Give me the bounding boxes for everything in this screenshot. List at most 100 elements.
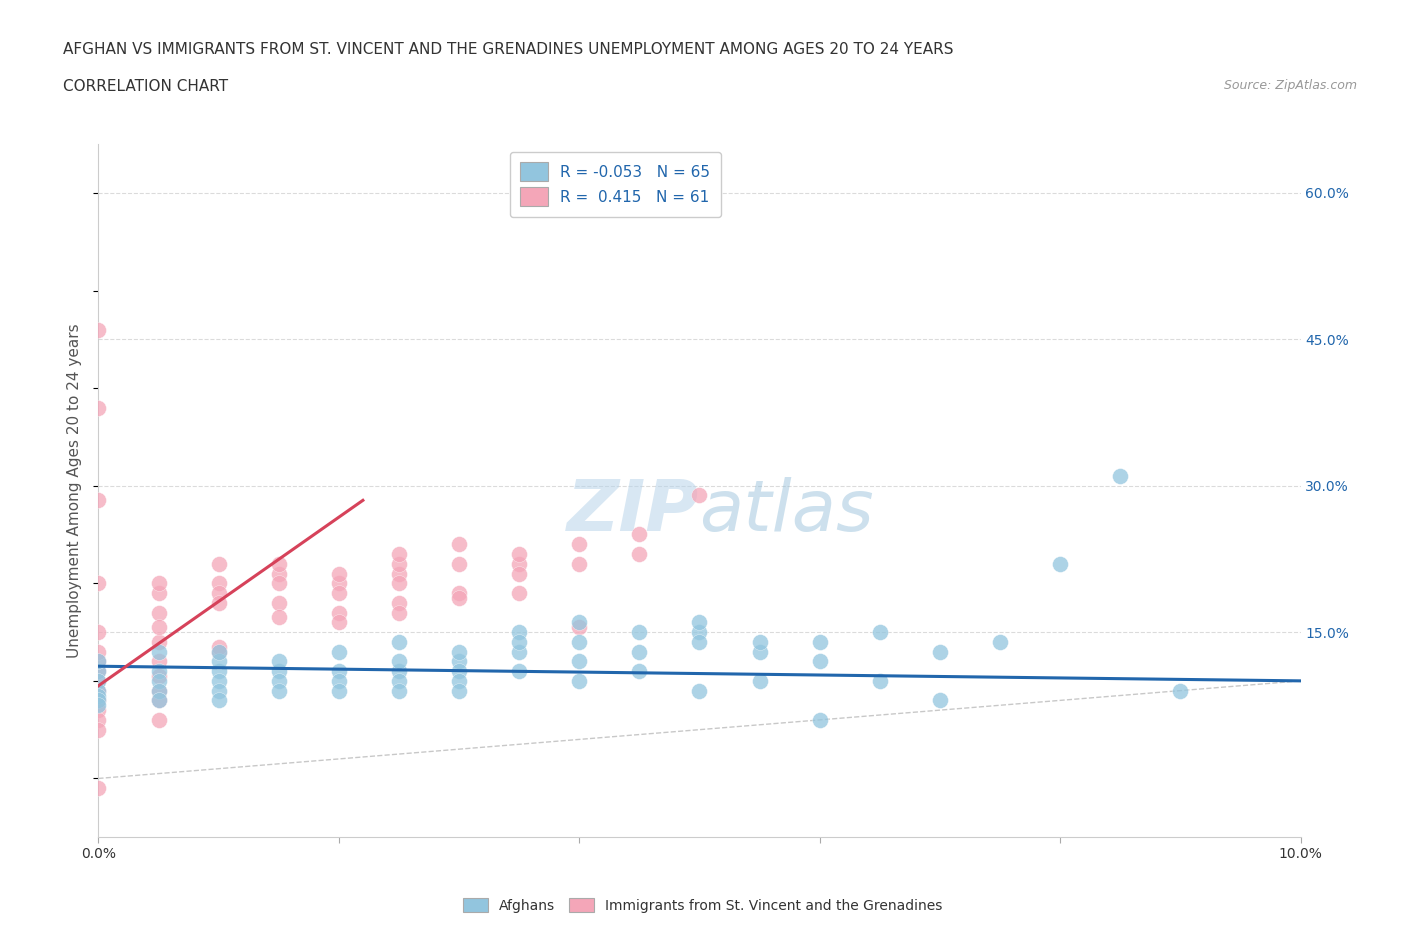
Point: [447, 644, 470, 659]
Point: [87, 693, 110, 708]
Point: [568, 615, 591, 630]
Point: [148, 634, 170, 649]
Point: [87, 684, 110, 698]
Point: [689, 634, 711, 649]
Point: [568, 537, 591, 551]
Point: [508, 664, 530, 679]
Point: [148, 576, 170, 591]
Point: [1109, 469, 1132, 484]
Point: [689, 684, 711, 698]
Point: [328, 605, 350, 620]
Point: [328, 673, 350, 688]
Point: [148, 684, 170, 698]
Point: [808, 634, 831, 649]
Point: [148, 586, 170, 601]
Point: [87, 693, 110, 708]
Point: [87, 664, 110, 679]
Point: [328, 615, 350, 630]
Point: [388, 576, 411, 591]
Point: [388, 605, 411, 620]
Point: [628, 644, 651, 659]
Point: [87, 644, 110, 659]
Point: [447, 684, 470, 698]
Point: [447, 591, 470, 605]
Y-axis label: Unemployment Among Ages 20 to 24 years: Unemployment Among Ages 20 to 24 years: [67, 324, 83, 658]
Point: [87, 684, 110, 698]
Point: [568, 654, 591, 669]
Point: [388, 673, 411, 688]
Point: [87, 673, 110, 688]
Point: [267, 684, 290, 698]
Point: [267, 595, 290, 610]
Point: [929, 693, 952, 708]
Point: [447, 586, 470, 601]
Point: [148, 669, 170, 684]
Point: [267, 566, 290, 581]
Point: [1170, 684, 1192, 698]
Point: [388, 595, 411, 610]
Point: [869, 625, 891, 640]
Point: [808, 712, 831, 727]
Point: [929, 644, 952, 659]
Text: CORRELATION CHART: CORRELATION CHART: [63, 79, 228, 94]
Point: [87, 322, 110, 337]
Point: [148, 619, 170, 634]
Point: [388, 566, 411, 581]
Point: [87, 576, 110, 591]
Point: [508, 547, 530, 562]
Point: [328, 684, 350, 698]
Point: [628, 664, 651, 679]
Point: [508, 556, 530, 571]
Point: [87, 654, 110, 669]
Point: [87, 625, 110, 640]
Point: [1049, 556, 1071, 571]
Point: [388, 556, 411, 571]
Point: [568, 673, 591, 688]
Text: Source: ZipAtlas.com: Source: ZipAtlas.com: [1223, 79, 1357, 92]
Point: [748, 673, 770, 688]
Point: [447, 537, 470, 551]
Point: [267, 664, 290, 679]
Point: [568, 619, 591, 634]
Point: [87, 781, 110, 796]
Point: [267, 654, 290, 669]
Text: AFGHAN VS IMMIGRANTS FROM ST. VINCENT AND THE GRENADINES UNEMPLOYMENT AMONG AGES: AFGHAN VS IMMIGRANTS FROM ST. VINCENT AN…: [63, 42, 953, 57]
Point: [508, 566, 530, 581]
Point: [208, 639, 231, 654]
Point: [568, 634, 591, 649]
Point: [328, 576, 350, 591]
Point: [267, 576, 290, 591]
Point: [447, 654, 470, 669]
Point: [328, 664, 350, 679]
Point: [628, 527, 651, 542]
Point: [568, 556, 591, 571]
Point: [388, 634, 411, 649]
Point: [148, 693, 170, 708]
Point: [447, 673, 470, 688]
Point: [447, 556, 470, 571]
Point: [87, 688, 110, 703]
Point: [508, 586, 530, 601]
Point: [689, 615, 711, 630]
Point: [388, 664, 411, 679]
Point: [208, 595, 231, 610]
Point: [508, 644, 530, 659]
Point: [869, 673, 891, 688]
Point: [208, 576, 231, 591]
Text: atlas: atlas: [700, 477, 875, 546]
Point: [87, 493, 110, 508]
Text: ZIP: ZIP: [567, 477, 700, 546]
Point: [267, 610, 290, 625]
Point: [148, 684, 170, 698]
Point: [87, 723, 110, 737]
Point: [87, 698, 110, 712]
Point: [689, 488, 711, 503]
Point: [87, 664, 110, 679]
Point: [208, 693, 231, 708]
Point: [988, 634, 1011, 649]
Point: [148, 664, 170, 679]
Point: [87, 712, 110, 727]
Point: [388, 547, 411, 562]
Point: [388, 654, 411, 669]
Point: [148, 605, 170, 620]
